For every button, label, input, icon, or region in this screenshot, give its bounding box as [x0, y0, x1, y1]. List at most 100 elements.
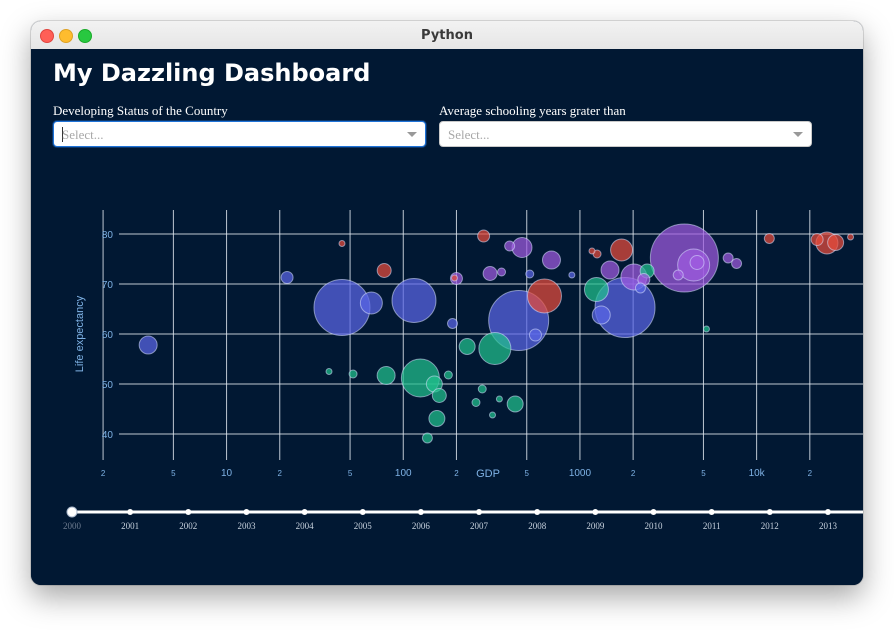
data-point-bubble[interactable]	[827, 234, 845, 251]
data-point-bubble[interactable]	[600, 260, 620, 280]
slider-year-label[interactable]: 2009	[586, 521, 605, 531]
slider-year-label[interactable]: 2010	[645, 521, 664, 531]
data-point-bubble[interactable]	[702, 325, 710, 333]
data-point-bubble[interactable]	[280, 271, 294, 284]
data-point-bubble[interactable]	[391, 278, 437, 323]
status-filter-dropdown[interactable]: Select...	[53, 121, 426, 147]
y-tick-label: 40	[102, 430, 114, 441]
data-point-bubble[interactable]	[348, 369, 358, 379]
schooling-filter-label: Average schooling years grater than	[439, 103, 626, 118]
slider-year-label[interactable]: 2003	[237, 521, 256, 531]
data-point-bubble[interactable]	[447, 318, 459, 329]
slider-year-label[interactable]: 2005	[354, 521, 373, 531]
slider-dot[interactable]	[476, 509, 483, 515]
data-point-bubble[interactable]	[495, 395, 503, 403]
x-tick-label: 2	[454, 469, 459, 478]
slider-year-label[interactable]: 2006	[412, 521, 431, 531]
slider-dot[interactable]	[127, 509, 134, 515]
data-point-bubble[interactable]	[588, 247, 596, 255]
x-tick-label: 2	[278, 469, 283, 478]
data-point-bubble[interactable]	[376, 366, 396, 385]
data-point-bubble[interactable]	[458, 338, 476, 355]
data-point-bubble[interactable]	[421, 432, 433, 444]
data-point-bubble[interactable]	[525, 269, 535, 279]
data-point-bubble[interactable]	[428, 410, 446, 427]
slider-dot[interactable]	[185, 509, 192, 515]
data-point-bubble[interactable]	[506, 395, 524, 413]
data-point-bubble[interactable]	[471, 398, 481, 407]
data-point-bubble[interactable]	[847, 233, 855, 241]
app-window: Python My Dazzling Dashboard Developing …	[31, 21, 863, 585]
bubble-chart: 2510251002510002510k254050607080GDPLife …	[63, 210, 863, 531]
slider-dot[interactable]	[301, 509, 308, 515]
data-point-bubble[interactable]	[482, 266, 498, 281]
data-point-bubble[interactable]	[528, 328, 542, 342]
data-point-bubble[interactable]	[359, 291, 383, 315]
data-point-bubble[interactable]	[477, 229, 491, 243]
slider-year-label[interactable]: 2007	[470, 521, 489, 531]
data-point-bubble[interactable]	[489, 411, 497, 419]
slider-handle[interactable]	[66, 506, 78, 518]
data-point-bubble[interactable]	[443, 370, 453, 380]
slider-year-label[interactable]: 2008	[528, 521, 547, 531]
data-point-bubble[interactable]	[477, 384, 487, 394]
slider-year-label[interactable]: 2002	[179, 521, 197, 531]
data-point-bubble[interactable]	[376, 263, 392, 278]
data-point-bubble[interactable]	[478, 332, 512, 365]
x-tick-label: 2	[808, 469, 813, 478]
slider-dot[interactable]	[534, 509, 541, 515]
data-point-bubble[interactable]	[325, 368, 333, 375]
data-point-bubble[interactable]	[722, 252, 734, 264]
slider-dot[interactable]	[824, 509, 831, 515]
x-tick-label: 5	[525, 469, 530, 478]
slider-dot[interactable]	[359, 509, 366, 515]
x-tick-label: 2	[101, 469, 106, 478]
chevron-down-icon[interactable]	[793, 132, 803, 137]
data-point-bubble[interactable]	[451, 274, 459, 282]
slider-dot[interactable]	[708, 509, 715, 515]
status-filter-label: Developing Status of the Country	[53, 103, 228, 118]
status-filter-placeholder: Select...	[62, 127, 104, 142]
window-title: Python	[421, 28, 473, 43]
data-point-bubble[interactable]	[610, 238, 634, 262]
y-axis-title: Life expectancy	[74, 295, 86, 372]
slider-year-label[interactable]: 2011	[703, 521, 721, 531]
data-point-bubble[interactable]	[634, 282, 646, 294]
slider-dot[interactable]	[650, 509, 657, 515]
x-tick-label: 5	[701, 469, 706, 478]
slider-dot[interactable]	[417, 509, 424, 515]
data-point-bubble[interactable]	[583, 277, 609, 302]
data-point-bubble[interactable]	[511, 237, 533, 258]
data-point-bubble[interactable]	[338, 240, 346, 247]
data-point-bubble[interactable]	[763, 233, 775, 244]
data-point-bubble[interactable]	[497, 267, 507, 277]
data-point-bubble[interactable]	[591, 305, 611, 325]
slider-year-label[interactable]: 2000	[63, 521, 82, 531]
close-window-button[interactable]	[40, 29, 54, 43]
data-point-bubble[interactable]	[431, 388, 447, 403]
y-tick-label: 70	[102, 280, 114, 291]
slider-year-label[interactable]: 2001	[121, 521, 139, 531]
maximize-window-button[interactable]	[78, 29, 92, 43]
minimize-window-button[interactable]	[59, 29, 73, 43]
data-point-bubble[interactable]	[810, 233, 824, 246]
slider-year-label[interactable]: 2013	[819, 521, 838, 531]
y-tick-label: 60	[102, 330, 114, 341]
data-point-bubble[interactable]	[731, 258, 743, 269]
x-tick-label: 10	[221, 468, 233, 479]
chevron-down-icon[interactable]	[407, 132, 417, 137]
slider-dot[interactable]	[243, 509, 250, 515]
slider-year-label[interactable]: 2012	[761, 521, 779, 531]
data-point-bubble[interactable]	[568, 271, 576, 279]
data-point-bubble[interactable]	[526, 278, 562, 314]
data-point-bubble[interactable]	[541, 250, 561, 270]
data-point-bubble[interactable]	[672, 269, 684, 281]
data-point-bubble[interactable]	[138, 335, 158, 355]
data-point-bubble[interactable]	[689, 255, 705, 270]
slider-dot[interactable]	[766, 509, 773, 515]
dashboard-title: My Dazzling Dashboard	[53, 59, 371, 87]
schooling-filter-dropdown[interactable]: Select...	[439, 121, 812, 147]
slider-year-label[interactable]: 2004	[296, 521, 315, 531]
slider-dot[interactable]	[592, 509, 599, 515]
data-point-bubble[interactable]	[504, 240, 516, 252]
